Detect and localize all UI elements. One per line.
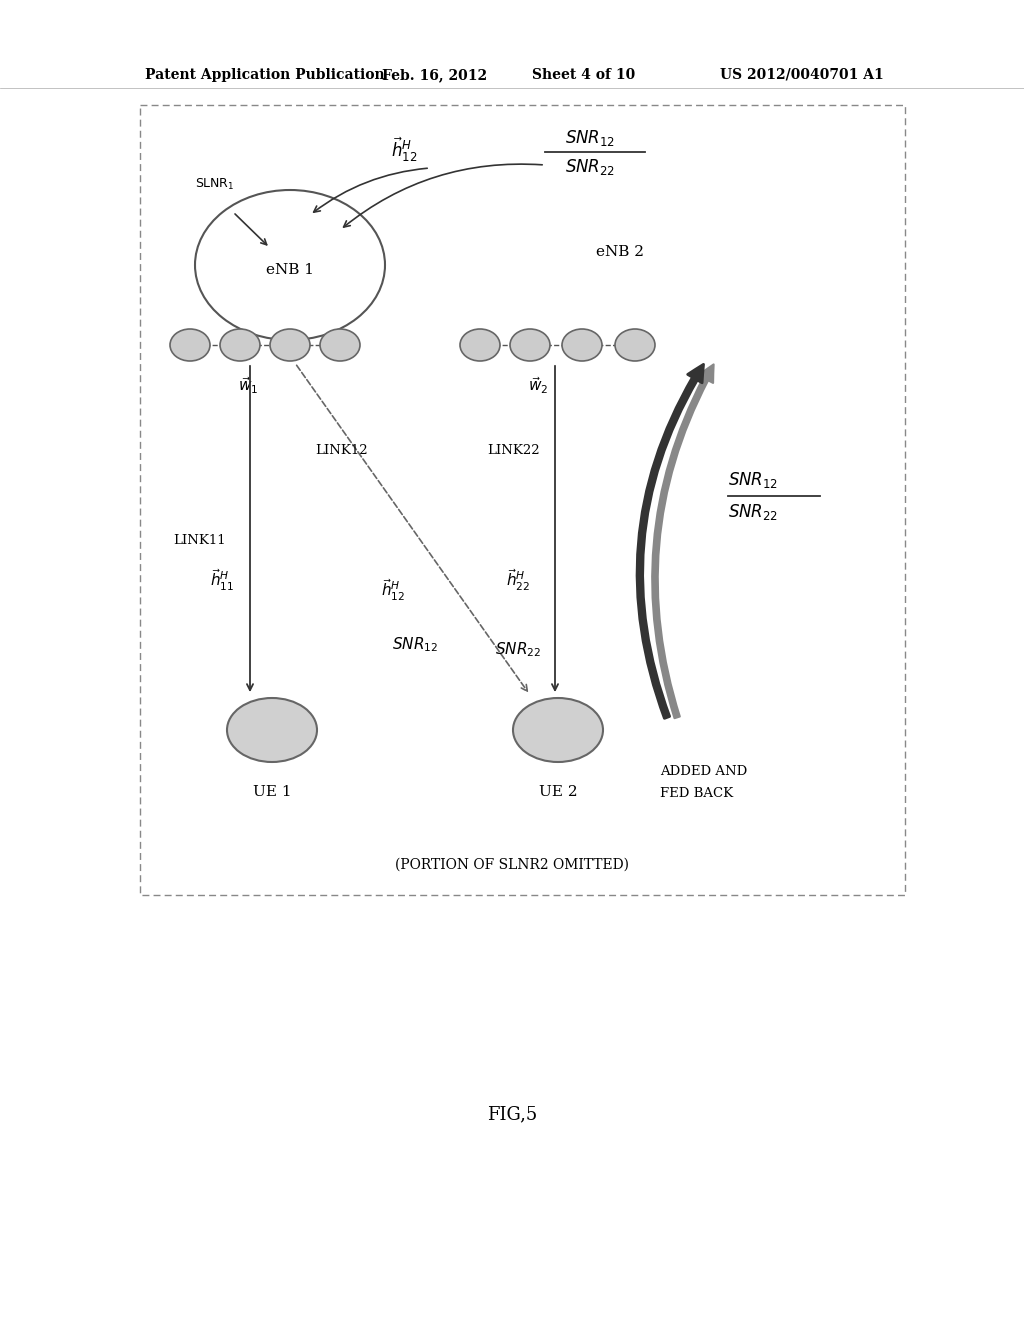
Text: LINK11: LINK11 <box>173 533 225 546</box>
Ellipse shape <box>510 329 550 360</box>
Text: $SNR_{12}$: $SNR_{12}$ <box>728 470 778 490</box>
Text: UE 1: UE 1 <box>253 785 291 799</box>
Text: $\vec{h}_{12}^{H}$: $\vec{h}_{12}^{H}$ <box>391 136 417 164</box>
Text: $SNR_{12}$: $SNR_{12}$ <box>392 636 438 655</box>
Text: FED BACK: FED BACK <box>660 787 733 800</box>
Text: Sheet 4 of 10: Sheet 4 of 10 <box>532 69 635 82</box>
Text: $SNR_{12}$: $SNR_{12}$ <box>565 128 615 148</box>
Ellipse shape <box>513 698 603 762</box>
Text: LINK12: LINK12 <box>315 444 368 457</box>
Text: eNB 1: eNB 1 <box>266 263 314 277</box>
Text: eNB 2: eNB 2 <box>596 246 644 259</box>
Ellipse shape <box>319 329 360 360</box>
Text: Patent Application Publication: Patent Application Publication <box>145 69 385 82</box>
Ellipse shape <box>220 329 260 360</box>
Text: Feb. 16, 2012: Feb. 16, 2012 <box>382 69 487 82</box>
Ellipse shape <box>227 698 317 762</box>
Text: $\vec{h}_{22}^{H}$: $\vec{h}_{22}^{H}$ <box>506 568 530 593</box>
Text: US 2012/0040701 A1: US 2012/0040701 A1 <box>720 69 884 82</box>
Text: $SNR_{22}$: $SNR_{22}$ <box>495 640 541 660</box>
Text: $\vec{h}_{11}^{H}$: $\vec{h}_{11}^{H}$ <box>210 568 234 593</box>
Text: $\vec{h}_{12}^{H}$: $\vec{h}_{12}^{H}$ <box>381 577 406 603</box>
Text: $SNR_{22}$: $SNR_{22}$ <box>728 502 778 521</box>
Ellipse shape <box>270 329 310 360</box>
Ellipse shape <box>615 329 655 360</box>
Text: FIG,5: FIG,5 <box>486 1105 538 1123</box>
Ellipse shape <box>562 329 602 360</box>
Text: $SNR_{22}$: $SNR_{22}$ <box>565 157 615 177</box>
Text: UE 2: UE 2 <box>539 785 578 799</box>
Text: $\vec{w}_2$: $\vec{w}_2$ <box>527 375 548 396</box>
Text: ADDED AND: ADDED AND <box>660 766 748 777</box>
Text: (PORTION OF SLNR2 OMITTED): (PORTION OF SLNR2 OMITTED) <box>395 858 629 873</box>
Ellipse shape <box>460 329 500 360</box>
Ellipse shape <box>170 329 210 360</box>
FancyArrowPatch shape <box>637 364 703 718</box>
FancyArrowPatch shape <box>652 364 714 718</box>
Text: LINK22: LINK22 <box>487 444 540 457</box>
Text: $\mathrm{SLNR}_1$: $\mathrm{SLNR}_1$ <box>195 177 234 191</box>
Text: $\vec{w}_1$: $\vec{w}_1$ <box>238 375 258 396</box>
